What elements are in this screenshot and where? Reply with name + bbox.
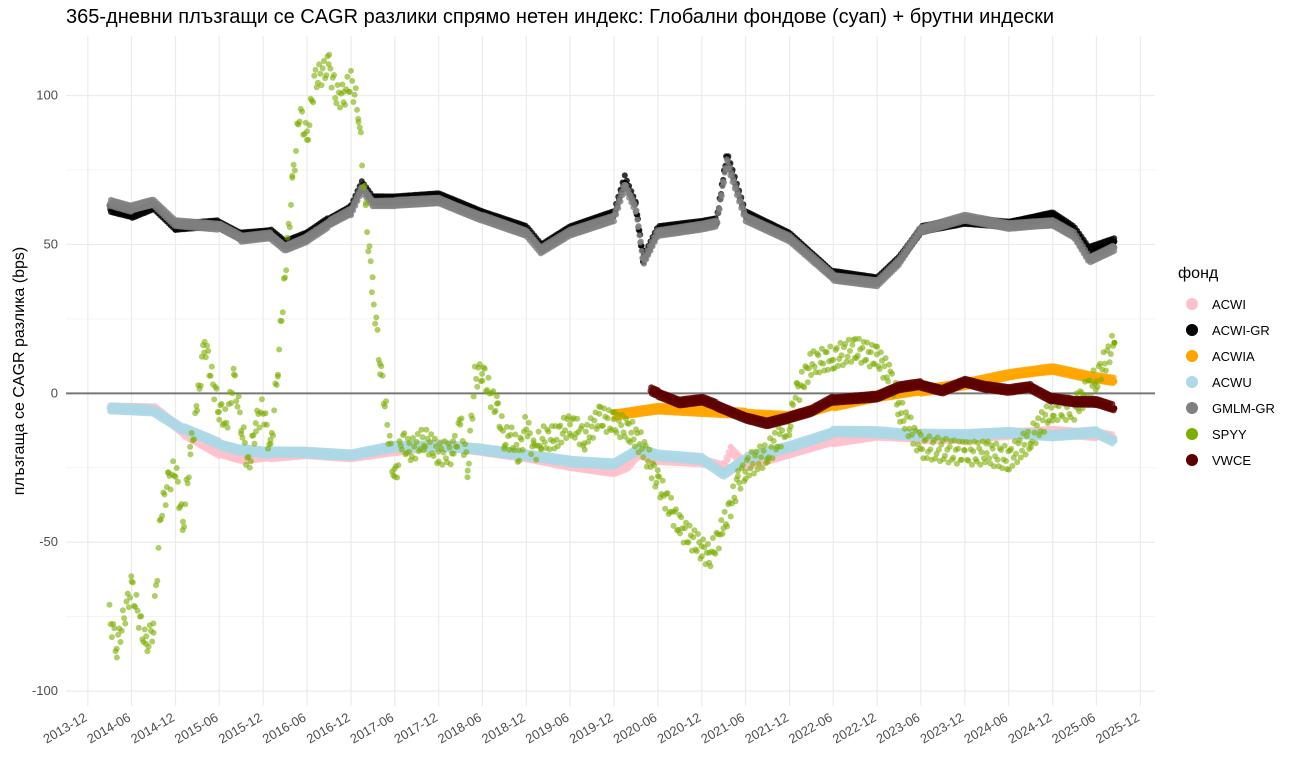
series-points <box>106 51 1118 661</box>
data-point <box>1111 438 1118 444</box>
series-gmlm-gr <box>106 156 1118 290</box>
data-point <box>621 172 628 179</box>
grid-lines <box>66 36 1155 706</box>
data-point <box>1111 378 1118 385</box>
series-acwu <box>106 402 1118 480</box>
chart-title: 365-дневни плъзгащи се CAGR разлики спря… <box>66 6 1054 28</box>
